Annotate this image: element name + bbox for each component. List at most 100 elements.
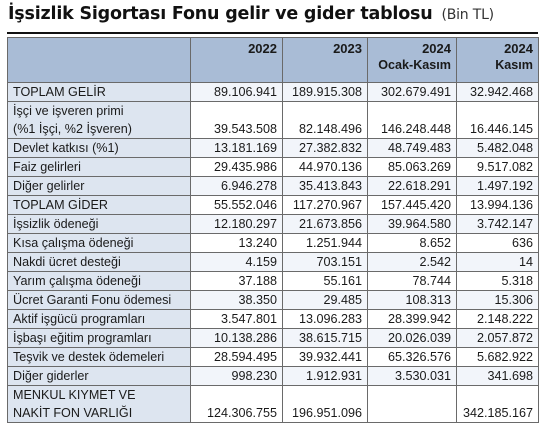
row-label-line: NAKİT FON VARLIĞI [13, 406, 133, 420]
value-cell: 28.399.942 [367, 309, 457, 329]
row-label: Faiz gelirleri [7, 157, 191, 177]
value-cell: 13.181.169 [190, 138, 283, 158]
column-year: 2024 [504, 41, 533, 56]
value-cell: 6.946.278 [190, 176, 283, 196]
table-row: Nakdi ücret desteği 4.159 703.151 2.542 14 [7, 252, 539, 272]
row-label-line: Devlet katkısı (%1) [13, 141, 119, 155]
value-cell: 13.994.136 [456, 195, 539, 215]
column-year: 2024 [422, 41, 451, 56]
value-cell: 636 [456, 233, 539, 253]
value-cell: 29.485 [282, 290, 368, 310]
row-label: İşbaşı eğitim programları [7, 328, 191, 348]
value-cell: 13.096.283 [282, 309, 368, 329]
value-cell: 44.970.136 [282, 157, 368, 177]
row-label-line: İşbaşı eğitim programları [13, 331, 152, 345]
value-cell: 3.530.031 [367, 366, 457, 386]
value-cell: 341.698 [456, 366, 539, 386]
value-cell: 82.148.496 [282, 101, 368, 139]
row-label-line: TOPLAM GELİR [13, 85, 106, 99]
value-cell: 5.682.922 [456, 347, 539, 367]
value-cell: 1.251.944 [282, 233, 368, 253]
title-text: İşsizlik Sigortası Fonu gelir ve gider t… [8, 4, 433, 24]
row-label-line: MENKUL KIYMET VE [13, 388, 136, 402]
value-cell: 196.951.096 [282, 385, 368, 423]
income-expense-table: 2022 2023 2024 Ocak-Kasım 2024 Kasım TOP… [7, 37, 539, 423]
row-label: Diğer giderler [7, 366, 191, 386]
value-cell: 20.026.039 [367, 328, 457, 348]
value-cell: 2.057.872 [456, 328, 539, 348]
value-cell: 189.915.308 [282, 82, 368, 102]
table-body: TOPLAM GELİR 89.106.941 189.915.308 302.679… [7, 82, 539, 423]
header-row: 2022 2023 2024 Ocak-Kasım 2024 Kasım [7, 37, 539, 83]
row-label-line: Aktif işgücü programları [13, 312, 146, 326]
value-cell: 48.749.483 [367, 138, 457, 158]
table-row: Ücret Garanti Fonu ödemesi 38.350 29.485 10… [7, 290, 539, 310]
value-cell: 3.547.801 [190, 309, 283, 329]
value-cell [367, 385, 457, 423]
value-cell: 117.270.967 [282, 195, 368, 215]
value-cell: 14 [456, 252, 539, 272]
table-row: Kısa çalışma ödeneği 13.240 1.251.944 8.652… [7, 233, 539, 253]
value-cell: 55.161 [282, 271, 368, 291]
table-row: İşbaşı eğitim programları 10.138.286 38.61… [7, 328, 539, 348]
value-cell: 4.159 [190, 252, 283, 272]
value-cell: 2.148.222 [456, 309, 539, 329]
value-cell: 1.912.931 [282, 366, 368, 386]
column-header: 2022 [190, 37, 283, 83]
value-cell: 28.594.495 [190, 347, 283, 367]
column-header: 2023 [282, 37, 368, 83]
row-label-line: Ücret Garanti Fonu ödemesi [13, 293, 172, 307]
title-unit: (Bin TL) [441, 7, 494, 23]
value-cell: 3.742.147 [456, 214, 539, 234]
row-label: Kısa çalışma ödeneği [7, 233, 191, 253]
row-label-line: Teşvik ve destek ödemeleri [13, 350, 165, 364]
value-cell: 13.240 [190, 233, 283, 253]
row-label: Devlet katkısı (%1) [7, 138, 191, 158]
header-blank-cell [7, 37, 191, 83]
column-header: 2024 Ocak-Kasım [367, 37, 457, 83]
value-cell: 302.679.491 [367, 82, 457, 102]
value-cell: 27.382.832 [282, 138, 368, 158]
row-label: Aktif işgücü programları [7, 309, 191, 329]
value-cell: 5.318 [456, 271, 539, 291]
row-label: Diğer gelirler [7, 176, 191, 196]
row-label-line: Diğer gelirler [13, 179, 85, 193]
column-period: Kasım [495, 58, 533, 72]
table-row: Diğer gelirler 6.946.278 35.413.843 22.618.… [7, 176, 539, 196]
title-rule [7, 32, 538, 34]
value-cell: 78.744 [367, 271, 457, 291]
value-cell: 703.151 [282, 252, 368, 272]
row-label: TOPLAM GİDER [7, 195, 191, 215]
value-cell: 5.482.048 [456, 138, 539, 158]
value-cell: 108.313 [367, 290, 457, 310]
value-cell: 16.446.145 [456, 101, 539, 139]
row-label-line: Kısa çalışma ödeneği [13, 236, 134, 250]
table-row: Yarım çalışma ödeneği 37.188 55.161 78.744 5… [7, 271, 539, 291]
row-label-line: İşsizlik ödeneği [13, 217, 99, 231]
value-cell: 39.964.580 [367, 214, 457, 234]
table-row: TOPLAM GİDER 55.552.046 117.270.967 157.445… [7, 195, 539, 215]
value-cell: 85.063.269 [367, 157, 457, 177]
row-label-line: Nakdi ücret desteği [13, 255, 121, 269]
table-row: Faiz gelirleri 29.435.986 44.970.136 85.063… [7, 157, 539, 177]
value-cell: 37.188 [190, 271, 283, 291]
row-label-line: Yarım çalışma ödeneği [13, 274, 141, 288]
row-label: İşsizlik ödeneği [7, 214, 191, 234]
table-row: Teşvik ve destek ödemeleri 28.594.495 39.9… [7, 347, 539, 367]
value-cell: 22.618.291 [367, 176, 457, 196]
value-cell: 21.673.856 [282, 214, 368, 234]
value-cell: 38.350 [190, 290, 283, 310]
row-label-line: (%1 İşçi, %2 İşveren) [13, 122, 132, 136]
value-cell: 342.185.167 [456, 385, 539, 423]
value-cell: 124.306.755 [190, 385, 283, 423]
value-cell: 39.543.508 [190, 101, 283, 139]
value-cell: 9.517.082 [456, 157, 539, 177]
value-cell: 89.106.941 [190, 82, 283, 102]
page-title: İşsizlik Sigortası Fonu gelir ve gider t… [8, 4, 494, 24]
row-label-line: İşçi ve işveren primi [13, 104, 124, 118]
value-cell: 39.932.441 [282, 347, 368, 367]
table-row: MENKUL KIYMET VE NAKİT FON VARLIĞI 124.306… [7, 385, 539, 423]
row-label: Nakdi ücret desteği [7, 252, 191, 272]
value-cell: 12.180.297 [190, 214, 283, 234]
table-row: İşsizlik ödeneği 12.180.297 21.673.856 39.9… [7, 214, 539, 234]
